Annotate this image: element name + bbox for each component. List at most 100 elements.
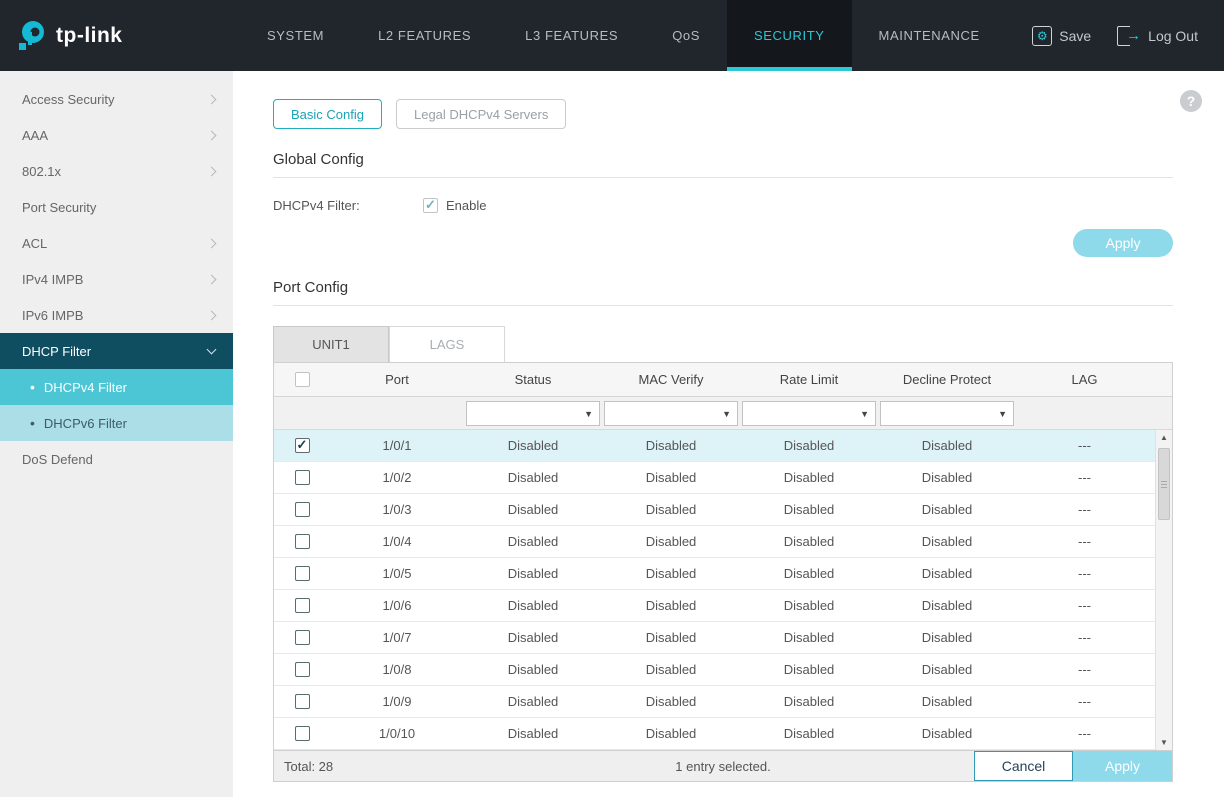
table-row[interactable]: 1/0/8 Disabled Disabled Disabled Disabled --- <box>274 654 1172 686</box>
cell-mac-verify: Disabled <box>645 662 697 677</box>
sidebar-item-dhcpv6-filter[interactable]: • DHCPv6 Filter <box>0 405 233 441</box>
sidebar-item-dhcpv4-filter[interactable]: • DHCPv4 Filter <box>0 369 233 405</box>
cell-rate-limit: Disabled <box>783 438 835 453</box>
sidebar-item-port-security[interactable]: Port Security <box>0 189 233 225</box>
cell-rate-limit: Disabled <box>783 470 835 485</box>
column-header-rate-limit: Rate Limit <box>779 372 839 387</box>
port-table-body: 1/0/1 Disabled Disabled Disabled Disabled ---… <box>274 430 1172 750</box>
row-checkbox[interactable] <box>294 502 310 517</box>
cell-decline-protect: Disabled <box>921 534 973 549</box>
table-row[interactable]: 1/0/2 Disabled Disabled Disabled Disabled --- <box>274 462 1172 494</box>
brand-logo[interactable]: tp-link <box>0 0 240 71</box>
column-header-decline-protect: Decline Protect <box>902 372 992 387</box>
global-config-title: Global Config <box>273 151 364 168</box>
row-checkbox[interactable] <box>294 437 310 453</box>
sidebar-item-ipv4-impb[interactable]: IPv4 IMPB <box>0 261 233 297</box>
divider <box>273 177 1173 178</box>
nav-item-system[interactable]: SYSTEM <box>267 28 325 43</box>
row-checkbox[interactable] <box>294 566 310 581</box>
sidebar-item-acl[interactable]: ACL <box>0 225 233 261</box>
table-row[interactable]: 1/0/7 Disabled Disabled Disabled Disabled --- <box>274 622 1172 654</box>
table-row[interactable]: 1/0/9 Disabled Disabled Disabled Disabled --- <box>274 686 1172 718</box>
table-row[interactable]: 1/0/10 Disabled Disabled Disabled Disabled --… <box>274 718 1172 750</box>
sidebar-item-label: ACL <box>22 235 48 251</box>
nav-item-security[interactable]: SECURITY <box>727 0 852 71</box>
cell-port: 1/0/4 <box>382 534 412 549</box>
sidebar-item-dhcp-filter[interactable]: DHCP Filter <box>0 333 233 369</box>
row-checkbox[interactable] <box>294 598 310 613</box>
tab-basic-config[interactable]: Basic Config <box>273 99 382 129</box>
sidebar-item-dos-defend[interactable]: DoS Defend <box>0 441 233 477</box>
cancel-button[interactable]: Cancel <box>974 751 1073 781</box>
chevron-right-icon <box>206 94 217 104</box>
cell-status: Disabled <box>507 438 559 453</box>
sidebar-item-label: 802.1x <box>22 163 62 179</box>
row-checkbox[interactable] <box>294 694 310 709</box>
cell-status: Disabled <box>507 470 559 485</box>
header-checkbox-cell <box>274 363 330 396</box>
table-row[interactable]: 1/0/1 Disabled Disabled Disabled Disabled --- <box>274 430 1172 462</box>
enable-label: Enable <box>446 198 487 213</box>
port-table: Port Status MAC Verify Rate Limit Decline Pr… <box>273 362 1173 782</box>
sidebar-item-label: Access Security <box>22 91 115 107</box>
status-filter-dropdown[interactable]: ▼ <box>466 400 600 426</box>
row-checkbox[interactable] <box>294 726 310 741</box>
sidebar-item-aaa[interactable]: AAA <box>0 117 233 153</box>
top-bar: tp-link SYSTEM L2 FEATURES L3 FEATURES QoS S… <box>0 0 1224 71</box>
cell-decline-protect: Disabled <box>921 630 973 645</box>
cell-rate-limit: Disabled <box>783 598 835 613</box>
select-all-checkbox[interactable] <box>294 372 310 387</box>
rate-limit-filter-dropdown[interactable]: ▼ <box>742 400 876 426</box>
scroll-down-icon[interactable]: ▼ <box>1160 738 1168 747</box>
sidebar-item-access-security[interactable]: Access Security <box>0 81 233 117</box>
footer-buttons: Cancel Apply <box>974 751 1172 781</box>
table-row[interactable]: 1/0/5 Disabled Disabled Disabled Disabled --- <box>274 558 1172 590</box>
cell-port: 1/0/2 <box>382 470 412 485</box>
cell-lag: --- <box>1078 662 1091 677</box>
tab-lags[interactable]: LAGS <box>389 326 505 362</box>
row-checkbox[interactable] <box>294 534 310 549</box>
sidebar-item-label: IPv4 IMPB <box>22 271 84 287</box>
chevron-right-icon <box>206 274 217 284</box>
table-row[interactable]: 1/0/4 Disabled Disabled Disabled Disabled --- <box>274 526 1172 558</box>
vertical-scrollbar[interactable]: ▲ ▼ <box>1155 430 1172 750</box>
scrollbar-thumb[interactable] <box>1158 448 1170 520</box>
enable-checkbox[interactable] <box>423 197 438 213</box>
cell-decline-protect: Disabled <box>921 598 973 613</box>
top-utilities: ⚙ Save → Log Out <box>1032 0 1224 71</box>
nav-item-qos[interactable]: QoS <box>672 28 701 43</box>
global-apply-button[interactable]: Apply <box>1073 229 1173 257</box>
row-checkbox[interactable] <box>294 630 310 645</box>
nav-item-l3-features[interactable]: L3 FEATURES <box>525 28 619 43</box>
chevron-down-icon: ▼ <box>998 408 1007 419</box>
nav-item-l2-features[interactable]: L2 FEATURES <box>378 28 472 43</box>
tab-unit1[interactable]: UNIT1 <box>273 326 389 362</box>
scroll-up-icon[interactable]: ▲ <box>1160 433 1168 442</box>
sidebar-item-label: AAA <box>22 127 49 143</box>
chevron-down-icon <box>206 344 217 354</box>
cell-decline-protect: Disabled <box>921 662 973 677</box>
sidebar-item-ipv6-impb[interactable]: IPv6 IMPB <box>0 297 233 333</box>
sidebar-item-label: DHCPv6 Filter <box>43 415 127 431</box>
sidebar-item-802-1x[interactable]: 802.1x <box>0 153 233 189</box>
logout-label: Log Out <box>1148 27 1198 44</box>
table-footer: Total: 28 1 entry selected. Cancel Apply <box>274 750 1172 781</box>
nav-item-maintenance[interactable]: MAINTENANCE <box>878 28 980 43</box>
mac-verify-filter-dropdown[interactable]: ▼ <box>604 400 738 426</box>
table-row[interactable]: 1/0/3 Disabled Disabled Disabled Disabled --- <box>274 494 1172 526</box>
table-row[interactable]: 1/0/6 Disabled Disabled Disabled Disabled --- <box>274 590 1172 622</box>
decline-protect-filter-dropdown[interactable]: ▼ <box>880 400 1014 426</box>
row-checkbox[interactable] <box>294 662 310 677</box>
help-icon[interactable]: ? <box>1180 90 1202 112</box>
save-button[interactable]: ⚙ Save <box>1032 25 1091 46</box>
cell-lag: --- <box>1078 470 1091 485</box>
total-count: Total: 28 <box>284 758 334 774</box>
cell-port: 1/0/5 <box>382 566 412 581</box>
tab-legal-dhcpv4-servers[interactable]: Legal DHCPv4 Servers <box>395 99 567 129</box>
row-checkbox[interactable] <box>294 470 310 485</box>
logout-button[interactable]: → Log Out <box>1117 25 1198 46</box>
cell-port: 1/0/6 <box>382 598 412 613</box>
cell-rate-limit: Disabled <box>783 630 835 645</box>
port-apply-button[interactable]: Apply <box>1073 751 1172 781</box>
cell-port: 1/0/1 <box>382 438 412 453</box>
